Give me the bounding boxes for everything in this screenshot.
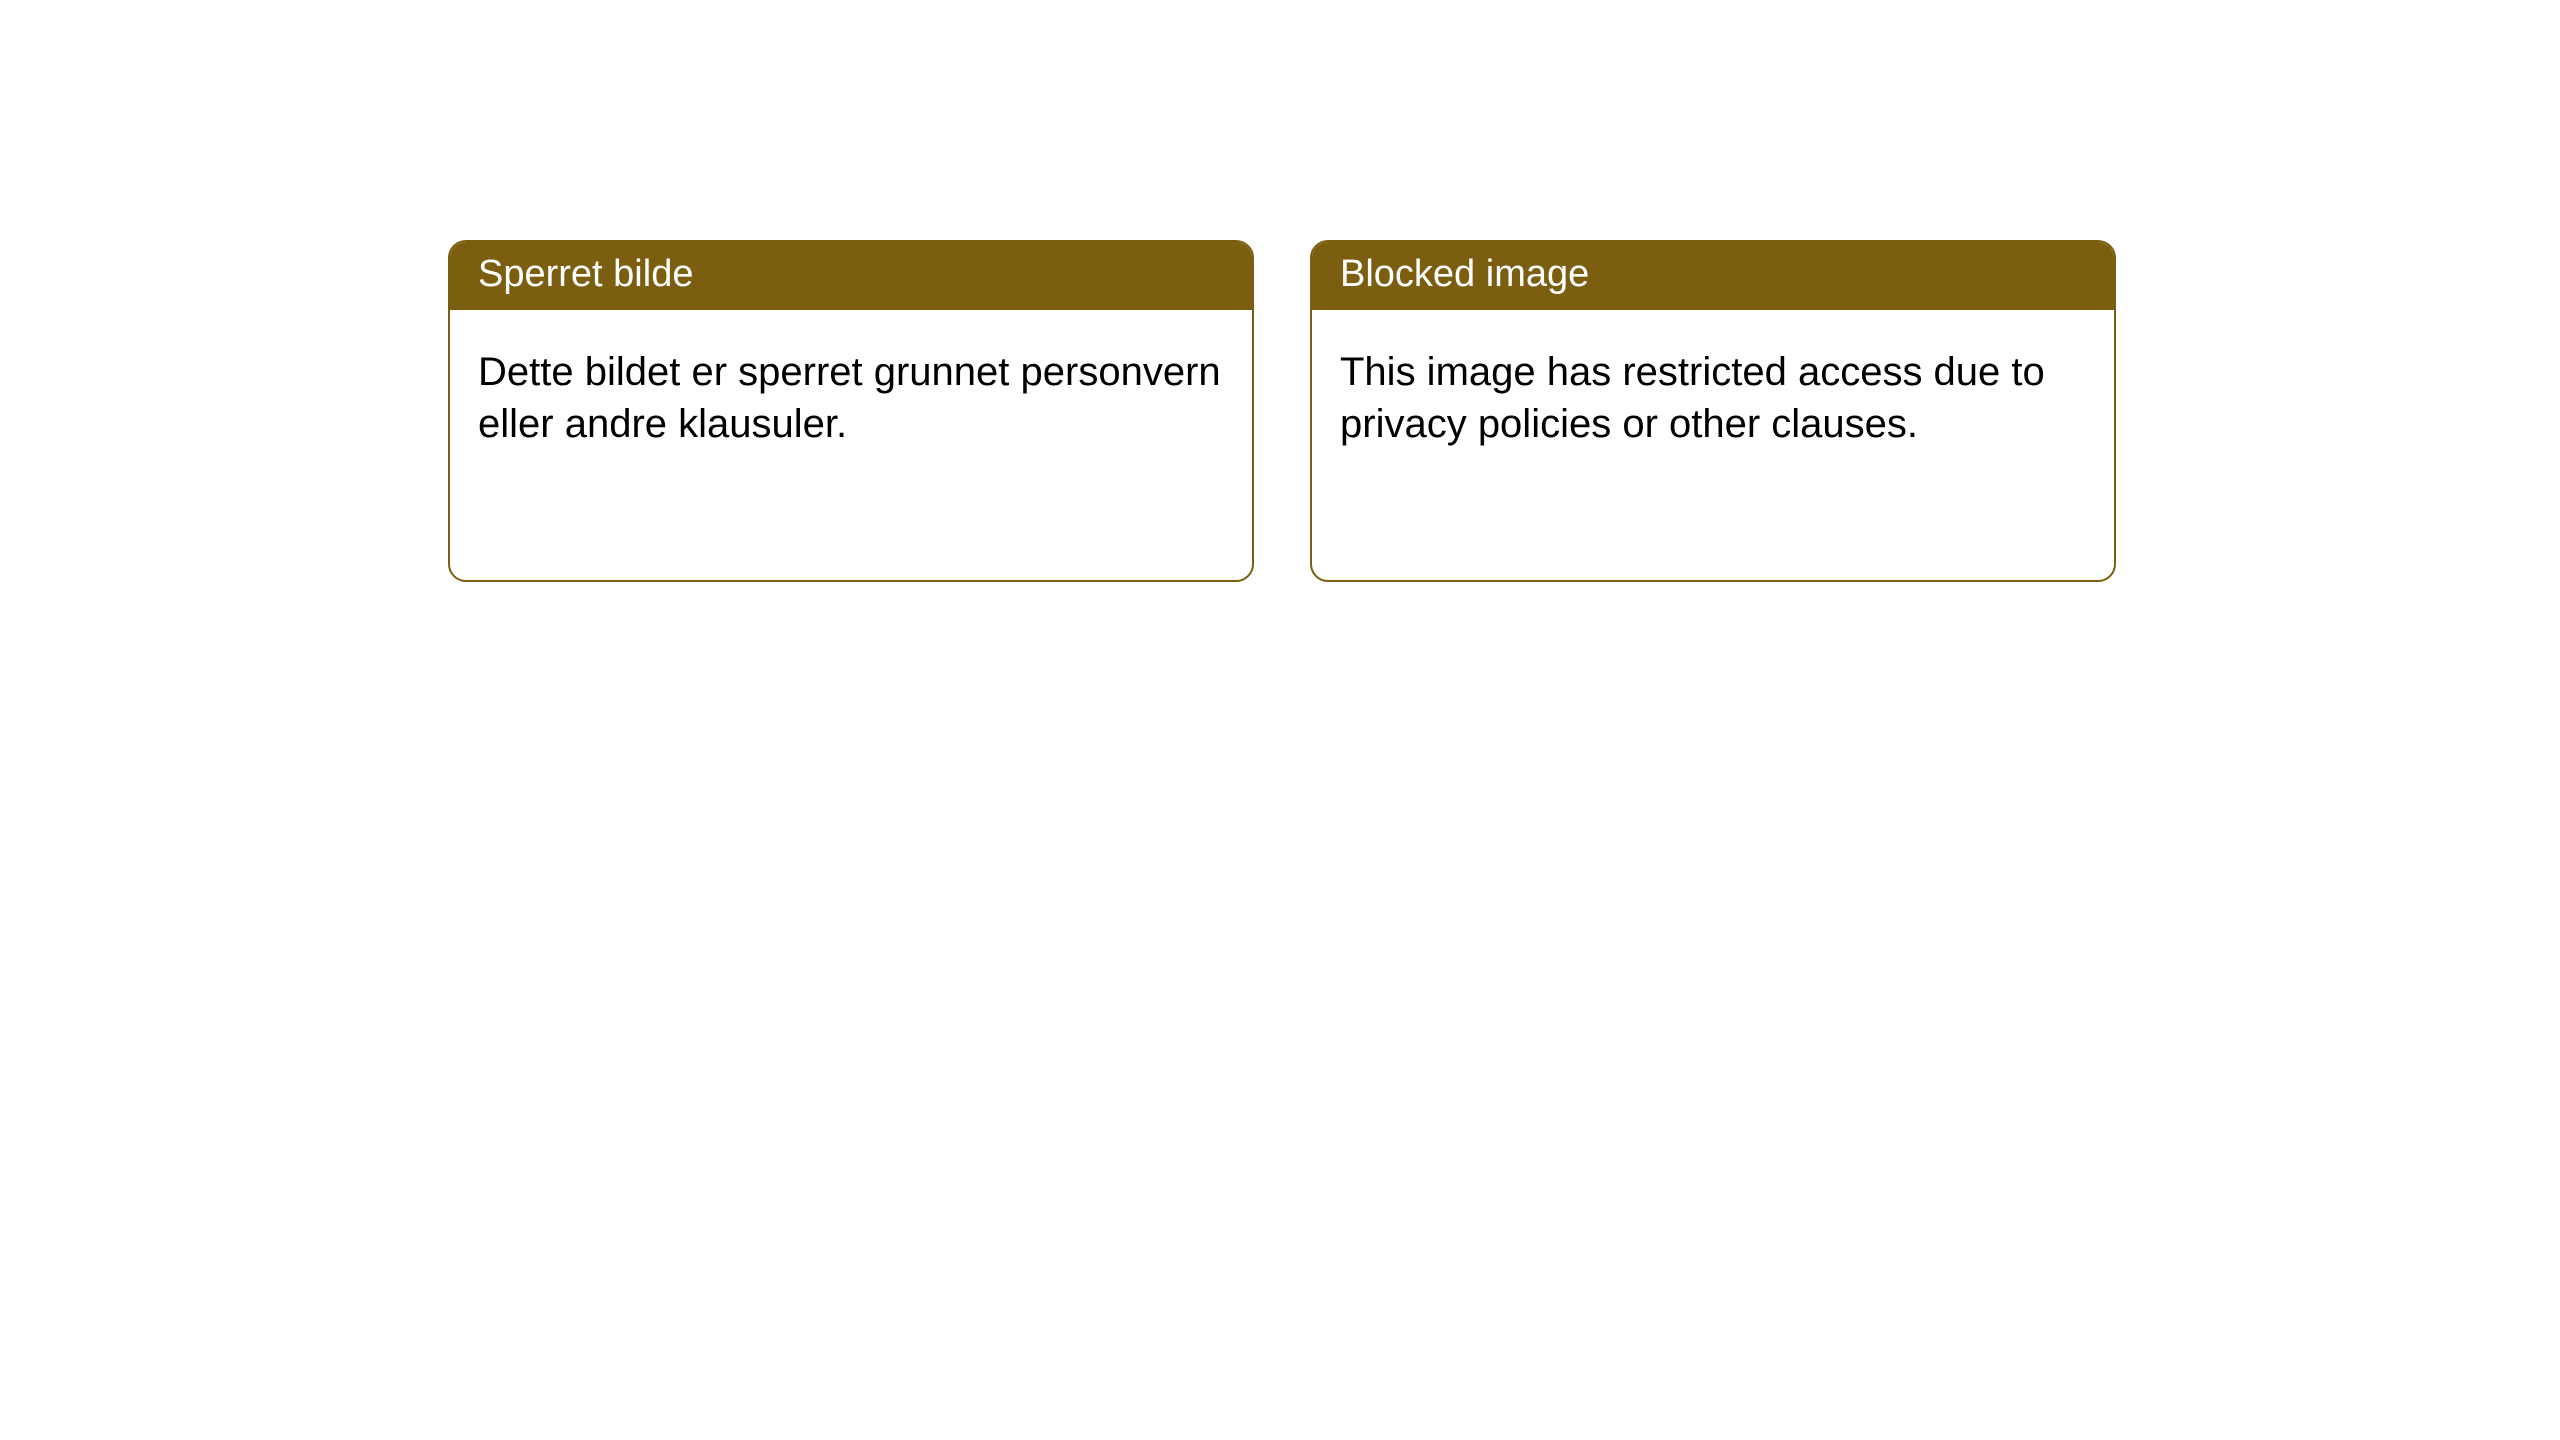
notice-card-norwegian: Sperret bilde Dette bildet er sperret gr… xyxy=(448,240,1254,582)
notice-card-header: Sperret bilde xyxy=(450,242,1252,310)
notice-message: Dette bildet er sperret grunnet personve… xyxy=(478,350,1221,447)
notice-message: This image has restricted access due to … xyxy=(1340,350,2045,447)
notice-card-header: Blocked image xyxy=(1312,242,2114,310)
notice-title: Blocked image xyxy=(1340,253,1589,295)
notice-card-body: This image has restricted access due to … xyxy=(1312,310,2114,580)
notice-card-body: Dette bildet er sperret grunnet personve… xyxy=(450,310,1252,580)
notice-card-english: Blocked image This image has restricted … xyxy=(1310,240,2116,582)
notice-container: Sperret bilde Dette bildet er sperret gr… xyxy=(448,240,2116,582)
notice-title: Sperret bilde xyxy=(478,253,693,295)
